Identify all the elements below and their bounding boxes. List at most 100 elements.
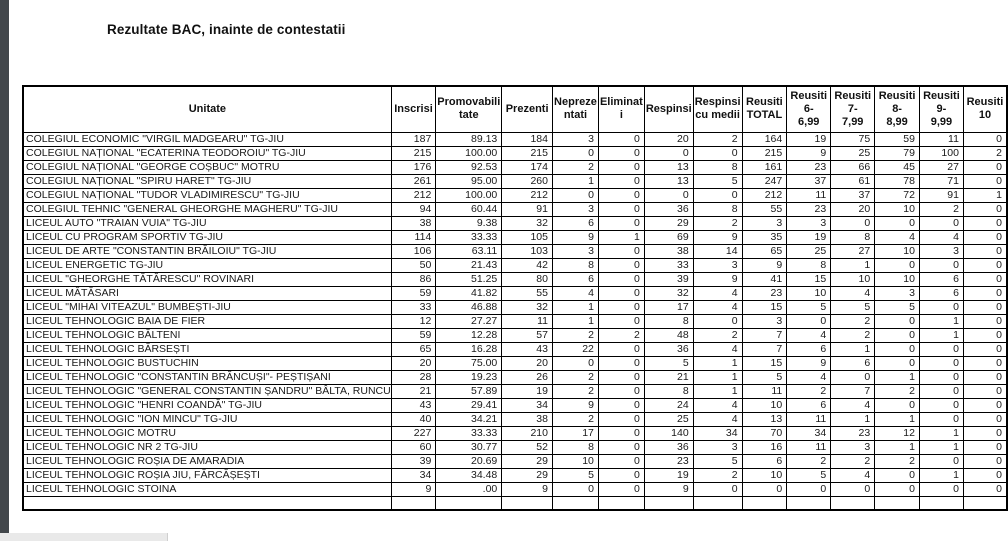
value-cell: 3 <box>741 215 788 231</box>
table-row: LICEUL MĂTĂSARI 59 41.82 55 4 0 32 4 23 10 4 3 6 0 <box>22 285 1008 301</box>
value-cell: 247 <box>741 173 788 189</box>
value-cell: 0 <box>741 481 788 497</box>
value-cell <box>786 495 832 510</box>
value-cell: 32 <box>501 215 553 231</box>
value-cell: 24 <box>643 397 694 413</box>
value-cell: 0 <box>597 467 645 483</box>
value-cell: 0 <box>597 355 645 371</box>
value-cell: 55 <box>501 285 553 301</box>
value-cell: 36 <box>643 439 694 455</box>
column-header: Inscrisi <box>390 85 437 133</box>
value-cell: 32 <box>643 285 694 301</box>
value-cell: 0 <box>597 271 645 287</box>
value-cell: 65 <box>741 243 788 259</box>
value-cell: 10 <box>874 271 920 287</box>
value-cell: 5 <box>786 467 832 483</box>
value-cell: 19 <box>786 131 832 147</box>
value-cell: 114 <box>390 229 437 245</box>
value-cell: 1 <box>551 299 599 315</box>
value-cell: 15 <box>741 299 788 315</box>
value-cell: 0 <box>597 173 645 189</box>
value-cell: 0 <box>918 341 964 357</box>
value-cell: 0 <box>918 453 964 469</box>
value-cell: 0 <box>597 313 645 329</box>
value-cell: 33.33 <box>435 229 503 245</box>
table-row: LICEUL TEHNOLOGIC "HENRI COANDĂ" TG-JIU 4… <box>22 397 1008 413</box>
value-cell: 27.27 <box>435 313 503 329</box>
value-cell: 0 <box>962 159 1008 175</box>
value-cell: 12.28 <box>435 327 503 343</box>
value-cell: 0 <box>962 383 1008 399</box>
table-row: LICEUL "GHEORGHE TĂTĂRESCU" ROVINARI 86 51… <box>22 271 1008 287</box>
value-cell: 0 <box>643 187 694 203</box>
value-cell: 20.69 <box>435 453 503 469</box>
value-cell: 1 <box>874 439 920 455</box>
table-row: LICEUL TEHNOLOGIC NR 2 TG-JIU 60 30.77 52 8 0… <box>22 439 1008 455</box>
value-cell: 10 <box>551 453 599 469</box>
table-row: COLEGIUL NAȚIONAL "GEORGE COȘBUC" MOTRU 1… <box>22 159 1008 175</box>
value-cell: 11 <box>786 439 832 455</box>
value-cell: 28 <box>390 369 437 385</box>
value-cell: 9 <box>786 145 832 161</box>
value-cell: 0 <box>874 397 920 413</box>
value-cell: 1 <box>918 327 964 343</box>
value-cell: 29 <box>501 467 553 483</box>
value-cell: 0 <box>962 467 1008 483</box>
value-cell: 2 <box>830 453 876 469</box>
column-header: Reusiti 9- 9,99 <box>918 85 964 133</box>
value-cell: 29 <box>501 453 553 469</box>
value-cell: 0 <box>962 243 1008 259</box>
value-cell: 34.48 <box>435 467 503 483</box>
value-cell: 6 <box>918 285 964 301</box>
value-cell: 19 <box>643 467 694 483</box>
value-cell: 4 <box>830 467 876 483</box>
value-cell: 0 <box>962 341 1008 357</box>
value-cell: 2 <box>830 313 876 329</box>
value-cell: 29 <box>643 215 694 231</box>
table-header: Unitate Inscrisi Promovabili tate Prezenti N… <box>22 85 1008 133</box>
column-header: Reusiti 10 <box>962 85 1008 133</box>
value-cell: 21 <box>390 383 437 399</box>
value-cell: 4 <box>830 285 876 301</box>
value-cell: 80 <box>501 271 553 287</box>
value-cell: 4 <box>692 397 743 413</box>
results-table: Unitate Inscrisi Promovabili tate Prezenti N… <box>22 85 1008 511</box>
horizontal-scrollbar[interactable] <box>0 533 168 541</box>
unit-name-cell: COLEGIUL NAȚIONAL "GEORGE COȘBUC" MOTRU <box>22 159 392 175</box>
value-cell: 0 <box>918 481 964 497</box>
column-header: Eliminat i <box>597 85 645 133</box>
value-cell: 0 <box>962 313 1008 329</box>
value-cell: 8 <box>786 257 832 273</box>
unit-name-cell: LICEUL TEHNOLOGIC ROȘIA DE AMARADIA <box>22 453 392 469</box>
value-cell: 7 <box>741 341 788 357</box>
value-cell: 32 <box>501 299 553 315</box>
value-cell: 0 <box>643 145 694 161</box>
table-row: LICEUL TEHNOLOGIC "GENERAL CONSTANTIN ȘA… <box>22 383 1008 399</box>
value-cell: 2 <box>692 131 743 147</box>
value-cell: 15 <box>741 355 788 371</box>
value-cell: 0 <box>597 145 645 161</box>
unit-name-cell: COLEGIUL NAȚIONAL "SPIRU HARET" TG-JIU <box>22 173 392 189</box>
value-cell: 0 <box>918 383 964 399</box>
value-cell: 1 <box>692 369 743 385</box>
value-cell: 3 <box>786 215 832 231</box>
value-cell: 6 <box>786 397 832 413</box>
table-row: LICEUL TEHNOLOGIC ROȘIA DE AMARADIA 39 20.… <box>22 453 1008 469</box>
value-cell: 0 <box>597 187 645 203</box>
value-cell: 8 <box>551 257 599 273</box>
table-row: COLEGIUL NAȚIONAL "ECATERINA TEODOROIU" … <box>22 145 1008 161</box>
value-cell: 94 <box>390 201 437 217</box>
value-cell: 23 <box>643 453 694 469</box>
value-cell: 0 <box>962 327 1008 343</box>
value-cell: 0 <box>874 313 920 329</box>
value-cell: 41 <box>741 271 788 287</box>
value-cell: 10 <box>874 201 920 217</box>
value-cell: 227 <box>390 425 437 441</box>
value-cell: 0 <box>918 397 964 413</box>
value-cell: 34 <box>692 425 743 441</box>
unit-name-cell: LICEUL TEHNOLOGIC STOINA <box>22 481 392 497</box>
value-cell: 38 <box>501 411 553 427</box>
value-cell: 91 <box>918 187 964 203</box>
value-cell: 0 <box>962 439 1008 455</box>
